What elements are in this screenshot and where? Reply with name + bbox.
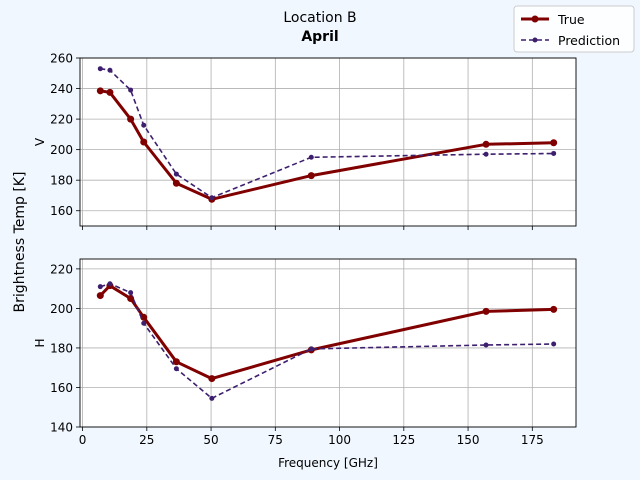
y-tick-label: 180 [50, 174, 73, 188]
plot-area-v [80, 58, 576, 226]
data-point-true-v [172, 179, 180, 187]
plot-area-h [80, 259, 576, 427]
chart-subtitle: April [301, 29, 338, 45]
panel-label-h: H [33, 338, 47, 347]
data-point-prediction-h [128, 290, 134, 296]
legend-prediction-label: Prediction [558, 33, 620, 48]
x-tick-label: 125 [392, 433, 415, 447]
data-point-true-h [482, 307, 490, 315]
data-point-prediction-v [97, 66, 103, 72]
data-point-prediction-h [97, 284, 103, 290]
data-point-true-v [482, 140, 490, 148]
legend-true-marker [531, 15, 539, 23]
data-point-prediction-h [141, 320, 147, 326]
data-point-prediction-v [209, 195, 215, 201]
data-point-true-h [96, 292, 104, 300]
data-point-true-h [172, 358, 180, 366]
y-tick-label: 160 [50, 204, 73, 218]
plot-frame-v [79, 57, 577, 227]
y-tick-label: 180 [50, 341, 73, 355]
x-tick-label: 0 [79, 433, 87, 447]
data-point-true-v [106, 88, 114, 96]
data-point-true-v [96, 87, 104, 95]
data-point-prediction-h [209, 395, 215, 401]
y-tick-label: 140 [50, 421, 73, 435]
data-point-true-v [550, 139, 558, 147]
x-axis-label: Frequency [GHz] [278, 456, 378, 470]
y-tick-label: 200 [50, 302, 73, 316]
plot-frame-h [79, 258, 577, 428]
y-tick-label: 220 [50, 113, 73, 127]
data-point-true-h [140, 313, 148, 321]
series-line-prediction-v [100, 67, 554, 199]
x-tick-label: 75 [268, 433, 283, 447]
x-tick-label: 150 [457, 433, 480, 447]
data-point-true-v [127, 115, 135, 123]
legend: True Prediction [513, 5, 635, 53]
shared-y-axis-label: Brightness Temp [K] [12, 172, 28, 313]
data-point-prediction-h [107, 281, 113, 287]
data-point-true-h [127, 295, 135, 303]
data-point-prediction-v [128, 87, 134, 93]
data-point-prediction-v [551, 150, 557, 156]
chart-title: Location B [283, 10, 356, 26]
panel-v: 160 180 200 220 240 260 V [33, 52, 577, 230]
y-tick-label: 260 [50, 52, 73, 66]
x-tick-label: 50 [203, 433, 218, 447]
data-point-true-v [140, 138, 148, 146]
y-tick-label: 220 [50, 262, 73, 276]
panel-label-v: V [33, 137, 47, 146]
data-point-true-v [307, 172, 315, 180]
x-tick-label: 175 [521, 433, 544, 447]
data-point-true-h [550, 305, 558, 313]
x-tick-label: 100 [328, 433, 351, 447]
data-point-prediction-h [308, 346, 314, 352]
data-point-true-h [208, 375, 216, 383]
data-point-prediction-h [483, 342, 489, 348]
legend-prediction-marker [532, 37, 538, 43]
data-point-prediction-v [141, 122, 147, 128]
data-point-prediction-v [308, 154, 314, 160]
data-point-prediction-h [551, 341, 557, 347]
x-tick-label: 25 [139, 433, 154, 447]
y-tick-label: 160 [50, 381, 73, 395]
data-point-prediction-h [173, 366, 179, 372]
data-point-prediction-v [107, 67, 113, 73]
y-tick-label: 200 [50, 143, 73, 157]
panel-h: 0 25 50 75 100 125 150 175 140 160 180 200 220 H Frequ… [33, 258, 577, 470]
data-point-prediction-v [483, 151, 489, 157]
y-tick-label: 240 [50, 82, 73, 96]
legend-true-label: True [557, 12, 585, 27]
data-point-prediction-v [173, 171, 179, 177]
